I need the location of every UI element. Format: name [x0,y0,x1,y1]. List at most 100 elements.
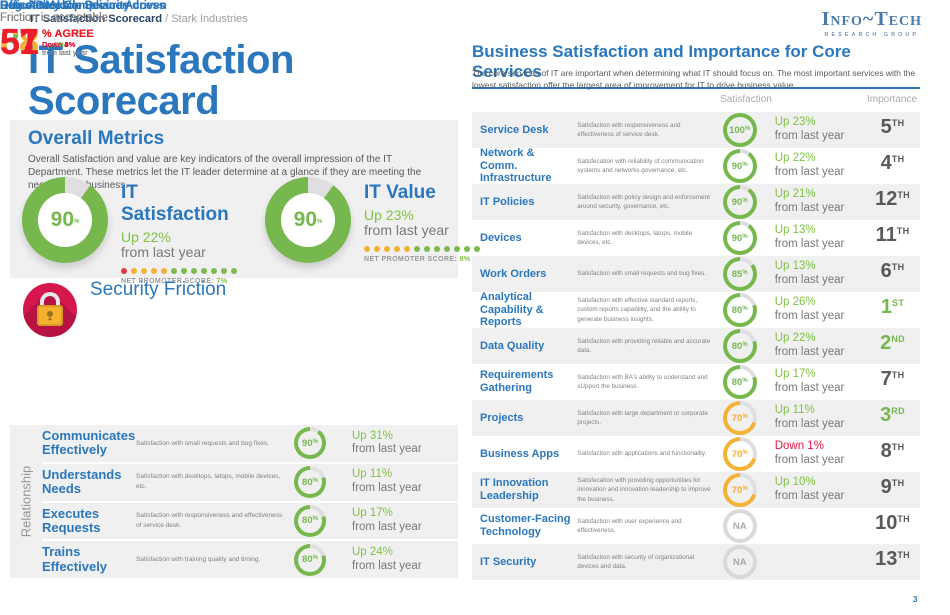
change-value: Up 24% [352,545,393,558]
change-note: from last year [352,482,422,495]
metric-change-note: from last year [42,48,88,58]
relationship-row: Communicates Effectively Satisfaction wi… [42,425,458,464]
breadcrumb-company: / Stark Industries [162,13,248,25]
satisfaction-value: 80% [731,304,748,316]
overall-metrics-panel: Overall Metrics Overall Satisfaction and… [10,120,480,285]
metric-agree-label: % AGREE [42,28,94,41]
nps-dot [424,245,430,252]
row-name: Understands Needs [42,466,122,497]
relationship-row: Trains Effectively Satisfaction with tra… [42,541,458,578]
nps-dot [141,267,147,274]
rank-number: 13 [875,548,898,570]
satisfaction-value: 100% [729,124,751,136]
nps-dot [131,267,137,274]
security-metric: Remote/Mobile Device Access Friction is … [0,0,170,63]
rank-suffix: TH [891,118,905,128]
change-note: from last year [774,130,845,142]
service-name: Analytical Capability & Reports [480,291,544,329]
service-description: Satisfaction with BA's ability to unders… [577,373,708,390]
metric-agree-label: % AGREE [42,28,94,41]
metric-name: Remote/Mobile Device Access [0,0,166,12]
nps-dot [121,267,127,274]
nps-dot [171,267,177,274]
score-value: 80% [302,515,318,527]
metric-change: Down 5% [42,40,76,50]
satisfaction-ring-hole: 90% [726,225,753,251]
metric-status: Friction is acceptable [0,12,109,25]
change-value: Up 13% [774,260,816,273]
service-description: Satisfaction with user experience and ef… [577,517,682,534]
security-lock-icon [23,283,77,337]
row-name: Trains Effectively [42,544,108,574]
satisfaction-ring-hole: 80% [726,369,753,395]
score-ring: 80% [294,504,326,537]
nps-dot [231,267,237,274]
score-ring-hole: 80% [298,547,322,572]
service-change: Up 26% from last year [775,296,865,324]
metric-value: 57 [0,21,39,63]
column-header-importance: Importance [866,94,918,105]
row-change: Up 24% from last year [352,546,422,574]
change-note: from last year [774,202,845,214]
satisfaction-ring-hole: 70% [726,441,753,467]
change-value: Up 22% [774,152,816,165]
relationship-axis-label: Relationship [18,465,34,538]
change-note: from last year [774,454,845,466]
infotech-logo: Info~Tech RESEARCH GROUP [822,8,922,38]
metric-agree-label: % AGREE [42,28,94,41]
nps-dot-scale [364,245,480,252]
metric-value: 88 [0,21,39,63]
rank-number: 5 [880,116,892,138]
gauge-change: Up 23% [364,207,414,223]
metric-side: % AGREE Up 8% from last year [42,26,94,58]
satisfaction-value: 90% [731,160,748,172]
core-services-table: Service Desk Satisfaction with responsiv… [472,112,920,580]
change-note: from last year [774,238,845,250]
table-row: Customer-Facing Technology Satisfaction … [472,508,920,544]
breadcrumb: IT Satisfaction Scorecard / Stark Indust… [30,13,248,25]
row-name: Communicates Effectively [42,428,136,458]
satisfaction-ring: 70% [722,401,757,435]
gauge-change-note: from last year [364,222,449,238]
nps-dot [364,245,370,252]
rank-suffix: TH [891,442,905,452]
importance-rank: 4TH [865,148,920,175]
score-value: 80% [302,554,318,566]
score-ring: 80% [294,466,326,499]
business-satisfaction-heading: Business Satisfaction and Importance for… [472,42,920,89]
page-title: IT Satisfaction Scorecard [28,39,294,124]
rank-number: 8 [880,440,892,462]
table-row: IT Security Satisfaction with security o… [472,544,920,580]
service-name: IT Innovation Leadership [480,477,549,502]
rank-number: 2 [880,332,892,354]
satisfaction-ring: NA% [722,509,757,543]
change-value: Up 11% [774,404,815,417]
nps-label: NET PROMOTER SCORE: [121,277,215,285]
importance-rank: 2ND [865,328,920,355]
nps-dot [464,245,470,252]
nps-dot [374,245,380,252]
satisfaction-ring: 90% [722,221,757,255]
satisfaction-ring: 90% [722,149,757,183]
satisfaction-value: NA% [732,556,747,568]
logo-title: Info~Tech [821,8,922,30]
change-value: Up 11% [352,468,393,481]
score-ring: 90% [294,427,326,460]
change-value: Up 26% [774,296,816,309]
rank-suffix: RD [891,406,905,416]
donut-chart: 90% [265,177,351,263]
rank-suffix: TH [896,226,910,236]
rank-suffix: ST [892,298,905,308]
metric-side: % AGREE Down 5% from last year [42,26,94,58]
nps-dot [394,245,400,252]
metric-change: Up 8% [42,40,65,50]
service-description: Satisfecation with reliability of commun… [577,157,704,174]
score-value: 90% [302,437,318,449]
metric-value-row: 51 % AGREE Down 5% from last year [0,24,170,60]
importance-rank: 6TH [865,256,920,283]
satisfaction-ring: 80% [722,329,757,363]
rank-suffix: TH [891,370,905,380]
page-title-line2: Scorecard [28,79,220,124]
gauge-label: IT Value [364,182,436,203]
overall-gauges: 90% IT Satisfaction Up 22% from last yea… [22,177,480,285]
